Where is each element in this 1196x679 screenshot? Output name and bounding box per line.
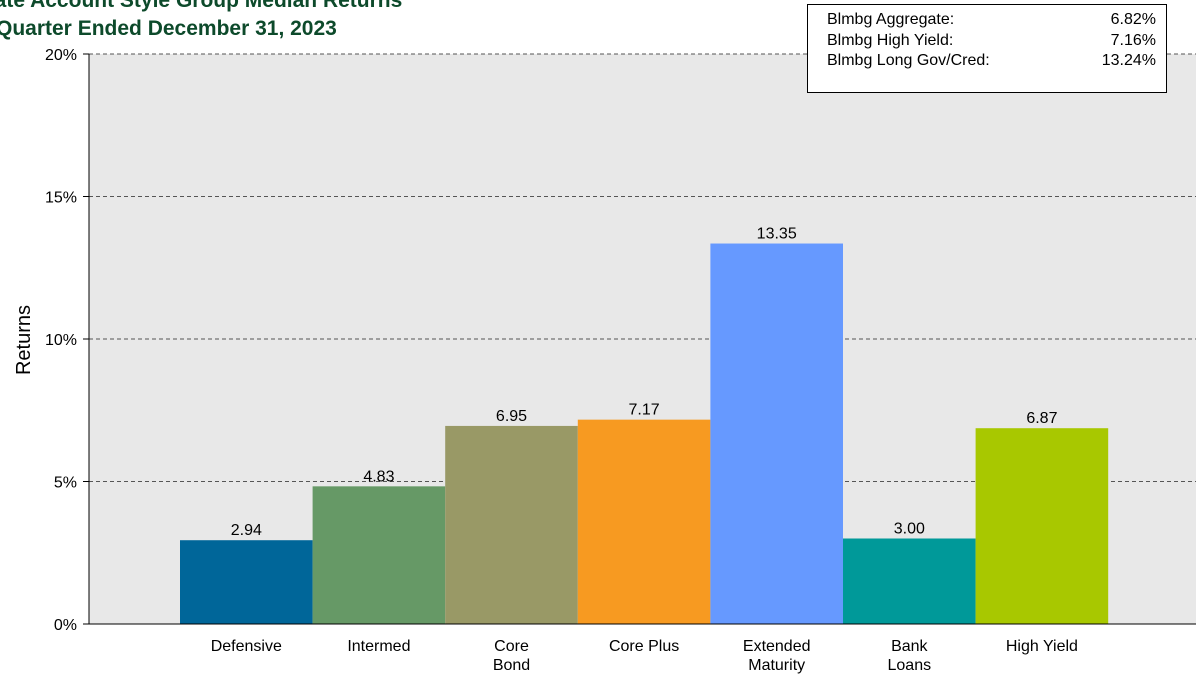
- bar-value-label: 2.94: [231, 522, 262, 539]
- chart-title-line-2: Quarter Ended December 31, 2023: [0, 17, 337, 40]
- bar: [312, 486, 446, 624]
- benchmark-name: Blmbg Aggregate:: [827, 11, 955, 28]
- benchmark-row: Blmbg High Yield: 7.16%: [827, 31, 1156, 52]
- bar: [577, 419, 711, 624]
- chart-title-line-1: parate Account Style Group Median Return…: [0, 0, 403, 12]
- benchmark-value: 7.16%: [1110, 31, 1156, 49]
- bar-value-label: 4.83: [363, 468, 394, 485]
- benchmark-name: Blmbg Long Gov/Cred:: [827, 52, 990, 69]
- benchmark-name: Blmbg High Yield:: [827, 31, 954, 49]
- benchmark-row: Blmbg Long Gov/Cred: 13.24%: [827, 51, 1156, 72]
- x-tick-label: Bank Loans: [888, 638, 932, 674]
- benchmark-row: Blmbg Aggregate: 6.82%: [827, 10, 1156, 31]
- x-tick-label: Defensive: [211, 638, 282, 655]
- benchmark-value: 6.82%: [1110, 11, 1156, 28]
- y-tick-label: 5%: [54, 475, 77, 492]
- x-tick-label: Core Plus: [609, 638, 679, 655]
- x-tick-label: Intermed: [347, 638, 410, 655]
- bar: [710, 243, 843, 624]
- bar: [975, 428, 1109, 624]
- x-tick-label: High Yield: [1006, 638, 1078, 655]
- bar-value-label: 6.87: [1026, 410, 1057, 427]
- y-tick-label: 15%: [45, 190, 77, 207]
- bar: [445, 425, 578, 624]
- benchmark-legend: Blmbg Aggregate: 6.82% Blmbg High Yield:…: [807, 4, 1167, 93]
- bar: [843, 538, 976, 624]
- benchmark-value: 13.24%: [1101, 52, 1156, 69]
- bar: [180, 540, 313, 624]
- bar-value-label: 7.17: [629, 402, 660, 419]
- bar-value-label: 6.95: [496, 408, 527, 425]
- bar-value-label: 13.35: [757, 226, 797, 243]
- y-tick-label: 0%: [54, 617, 77, 634]
- x-tick-label: Extended Maturity: [743, 638, 811, 674]
- y-axis-label: Returns: [13, 305, 35, 375]
- x-tick-label: Core Bond: [493, 638, 530, 674]
- bar-value-label: 3.00: [894, 521, 925, 538]
- y-tick-label: 20%: [45, 47, 77, 64]
- y-tick-label: 10%: [45, 332, 77, 349]
